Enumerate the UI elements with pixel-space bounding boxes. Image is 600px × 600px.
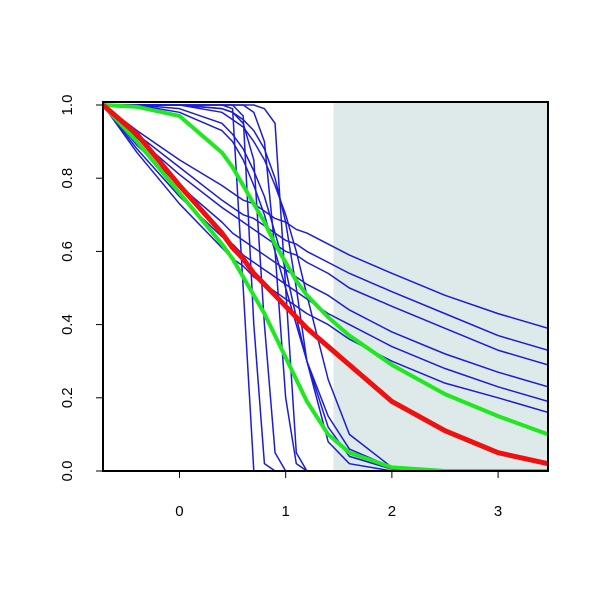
curve	[103, 103, 548, 471]
y-tick-label: 0.4	[59, 314, 76, 335]
y-tick-label: 0.0	[59, 461, 76, 482]
shaded-region	[333, 102, 548, 471]
curve	[103, 104, 548, 388]
y-tick-label: 0.6	[59, 241, 76, 262]
curve	[103, 104, 548, 471]
y-tick-label: 0.8	[59, 168, 76, 189]
axes: 0 1 2 3 0.0 0.2 0.4 0.6 0.8 1.0	[59, 95, 502, 520]
x-tick-label: 0	[175, 503, 183, 520]
curve	[103, 104, 548, 351]
x-tick-label: 1	[282, 503, 290, 520]
curve	[103, 104, 548, 414]
curve	[103, 103, 548, 437]
curve	[103, 104, 548, 471]
x-tick-label: 2	[388, 503, 396, 520]
y-tick-label: 0.2	[59, 387, 76, 408]
curve	[103, 104, 548, 366]
plot-area	[103, 102, 548, 471]
x-tick-label: 3	[494, 503, 502, 520]
y-tick-label: 1.0	[59, 95, 76, 116]
curve	[103, 103, 548, 467]
curve	[103, 104, 548, 403]
curve	[103, 104, 548, 329]
plot-frame	[102, 101, 549, 472]
